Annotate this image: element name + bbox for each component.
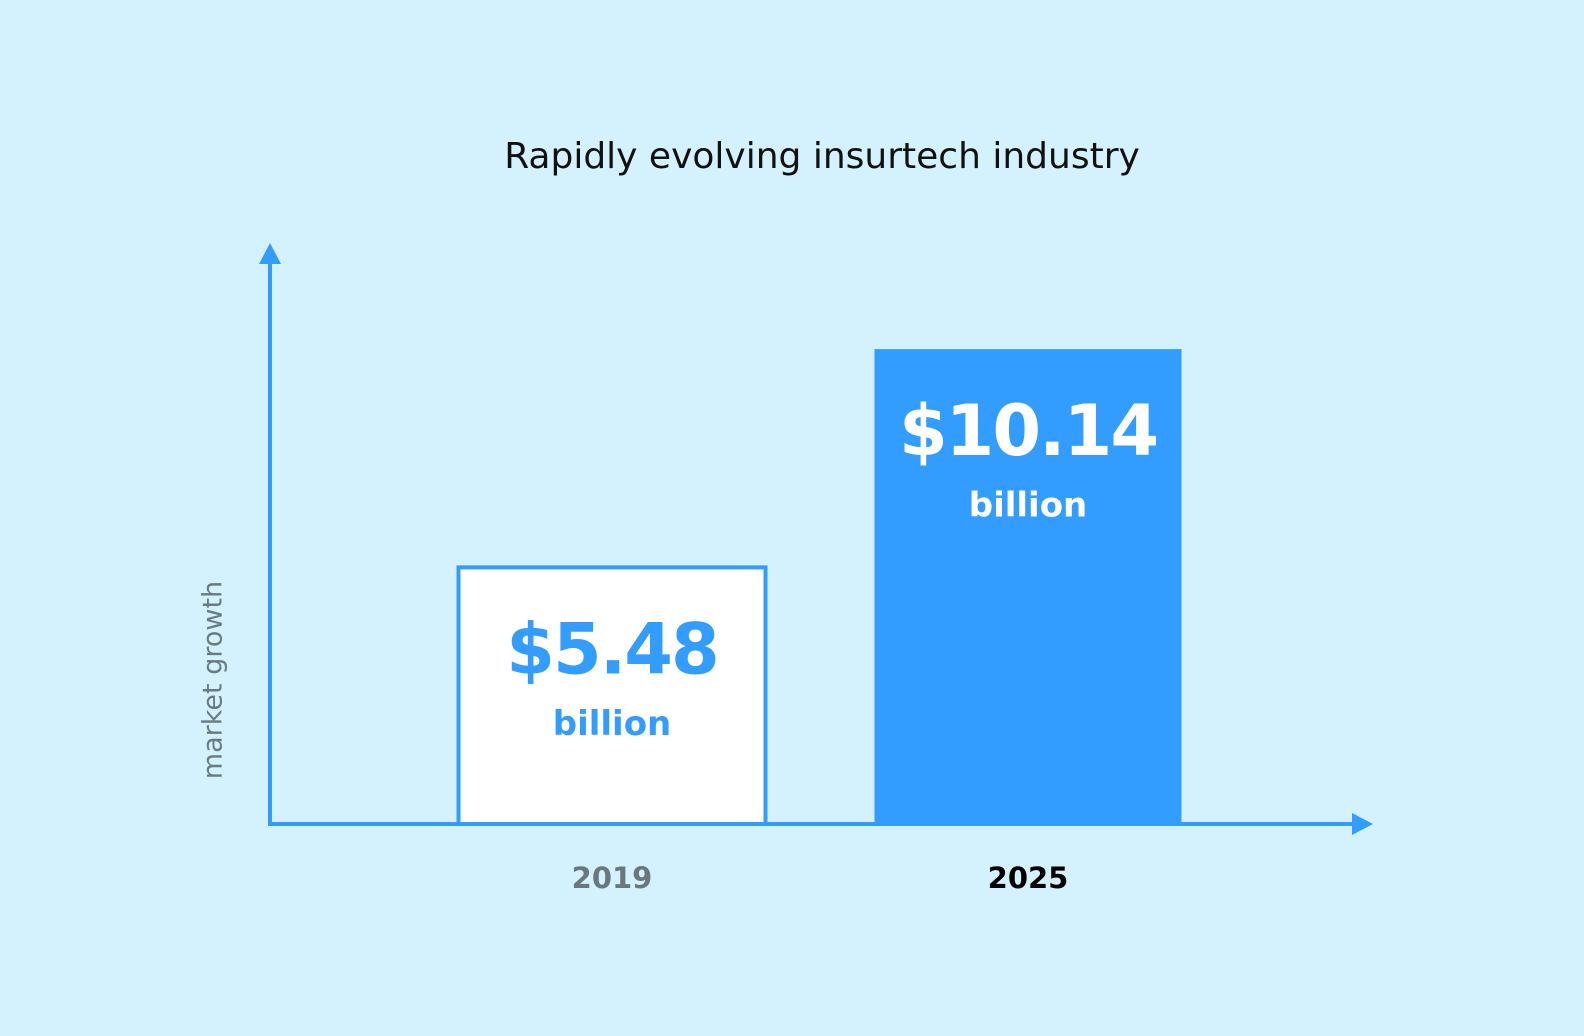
- value-unit: billion: [553, 704, 672, 744]
- x-axis-arrow: [1352, 813, 1373, 835]
- value-unit: billion: [969, 486, 1088, 526]
- bar: [456, 565, 768, 826]
- value-label: $10.14: [899, 390, 1157, 472]
- x-tick-label: 2019: [572, 861, 653, 895]
- y-axis-arrow: [259, 243, 281, 264]
- bar: [874, 349, 1182, 824]
- x-tick-label: 2025: [988, 861, 1069, 895]
- value-label: $5.48: [506, 608, 717, 690]
- chart-title: Rapidly evolving insurtech industry: [504, 136, 1140, 177]
- y-axis-label: market growth: [198, 581, 229, 779]
